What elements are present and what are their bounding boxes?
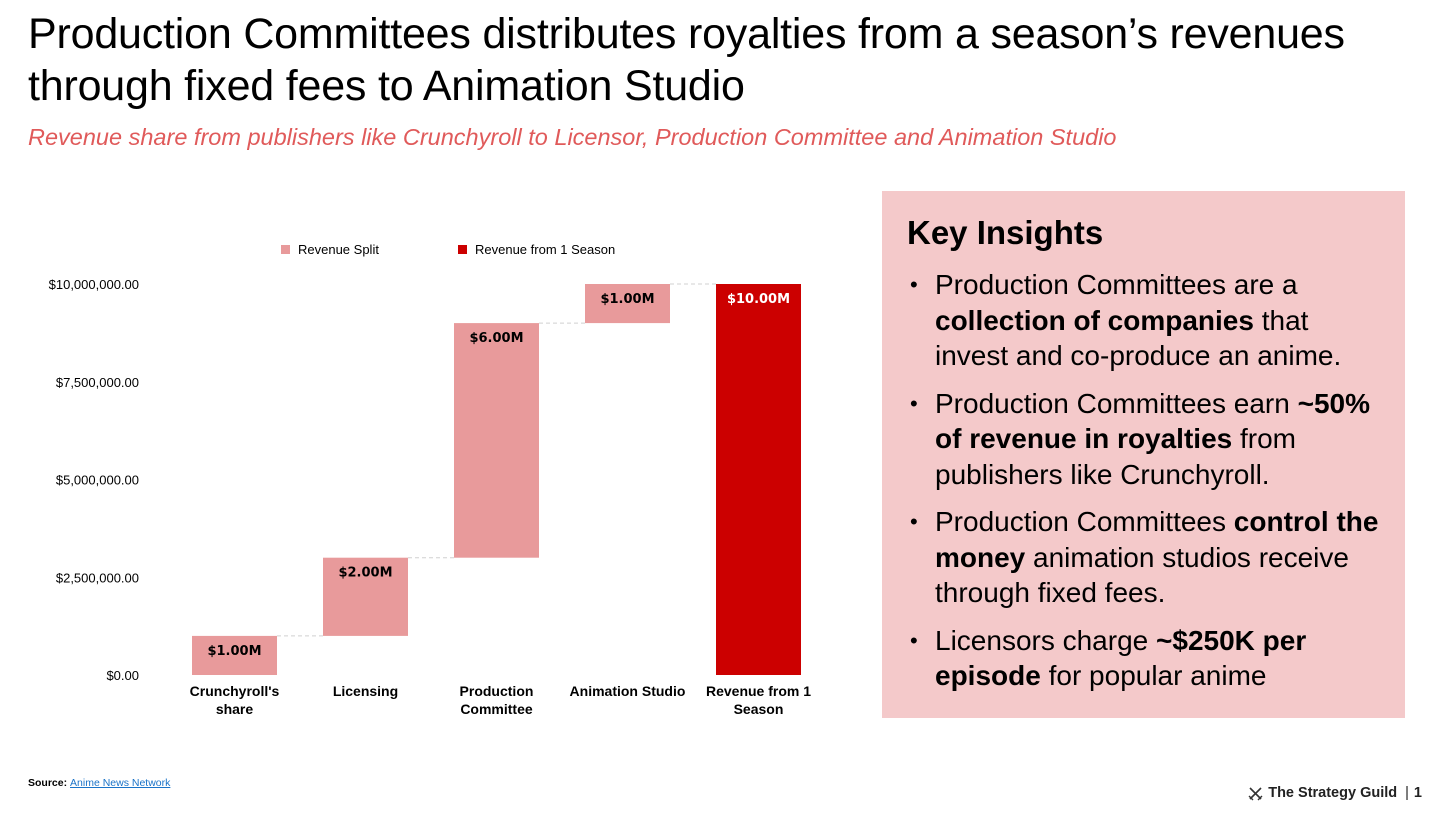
waterfall-chart: Revenue Split Revenue from 1 Season $0.00 $… <box>49 242 812 717</box>
crossed-swords-icon <box>1248 786 1263 800</box>
source-link[interactable]: Anime News Network <box>70 777 171 789</box>
waterfall-bar <box>323 557 408 636</box>
insight-emphasis: ~50% of revenue in royalties <box>935 387 1371 455</box>
y-tick-label: $2,500,000.00 <box>56 570 139 585</box>
category-label: Crunchyroll's <box>190 683 280 699</box>
data-label: $6.00M <box>469 331 523 346</box>
legend-swatch <box>281 245 290 254</box>
category-label: Animation Studio <box>570 683 686 699</box>
insight-item: Licensors charge ~$250K per episode for … <box>907 623 1381 694</box>
legend-label: Revenue Split <box>298 242 379 257</box>
source-note: Source: Anime News Network <box>28 777 170 789</box>
y-tick-label: $5,000,000.00 <box>56 473 139 488</box>
category-label: share <box>216 701 254 717</box>
insight-text: for popular anime <box>1040 660 1267 691</box>
insight-text: Production Committees <box>935 506 1234 537</box>
y-tick-label: $10,000,000.00 <box>49 277 139 292</box>
category-label: Revenue from 1 <box>706 683 811 699</box>
waterfall-bar <box>454 323 539 558</box>
insight-emphasis: collection of companies <box>935 304 1254 336</box>
category-label: Committee <box>460 701 533 717</box>
waterfall-bar <box>585 284 670 324</box>
insight-text: Production Committees earn <box>935 387 1298 419</box>
category-label: Licensing <box>333 683 398 699</box>
data-label: $1.00M <box>600 292 654 307</box>
category-label: Production <box>460 683 534 699</box>
insight-text: Production Committees are a <box>935 269 1298 300</box>
insight-emphasis: control the money <box>935 506 1379 573</box>
insight-text: animation studios receive through fixed … <box>935 541 1349 609</box>
brand-name: The Strategy Guild <box>1268 785 1398 801</box>
y-tick-label: $0.00 <box>106 668 139 683</box>
insight-item: Production Committees are a collection o… <box>907 267 1381 374</box>
page-subtitle: Revenue share from publishers like Crunc… <box>28 124 1117 150</box>
key-insights-panel: Key Insights Production Committees are a… <box>882 191 1405 718</box>
data-label: $10.00M <box>727 292 790 307</box>
legend-label: Revenue from 1 Season <box>475 242 615 257</box>
legend-swatch <box>458 245 467 254</box>
source-label: Source: <box>28 777 68 789</box>
waterfall-bar <box>192 635 277 675</box>
y-tick-label: $7,500,000.00 <box>56 375 139 390</box>
insight-text: that invest and co-produce an anime. <box>935 304 1342 372</box>
insight-text: Licensors charge <box>935 624 1157 656</box>
brand-footer: The Strategy Guild | 1 <box>1248 785 1422 801</box>
insight-item: Production Committees earn ~50% of reven… <box>907 386 1381 493</box>
data-label: $1.00M <box>207 644 261 659</box>
category-label: Season <box>734 701 784 717</box>
insight-emphasis: ~$250K per episode <box>935 624 1307 692</box>
key-insights-list: Production Committees are a collection o… <box>907 267 1381 694</box>
key-insights-heading: Key Insights <box>907 214 1104 251</box>
data-label: $2.00M <box>338 566 392 581</box>
brand-separator: | <box>1405 785 1409 801</box>
waterfall-bar <box>716 284 801 675</box>
insight-item: Production Committees control the money … <box>907 504 1381 611</box>
page-title: Production Committees distributes royalt… <box>28 10 1345 110</box>
page-number: 1 <box>1413 785 1422 801</box>
insight-text: from publishers like Crunchyroll. <box>935 423 1296 490</box>
